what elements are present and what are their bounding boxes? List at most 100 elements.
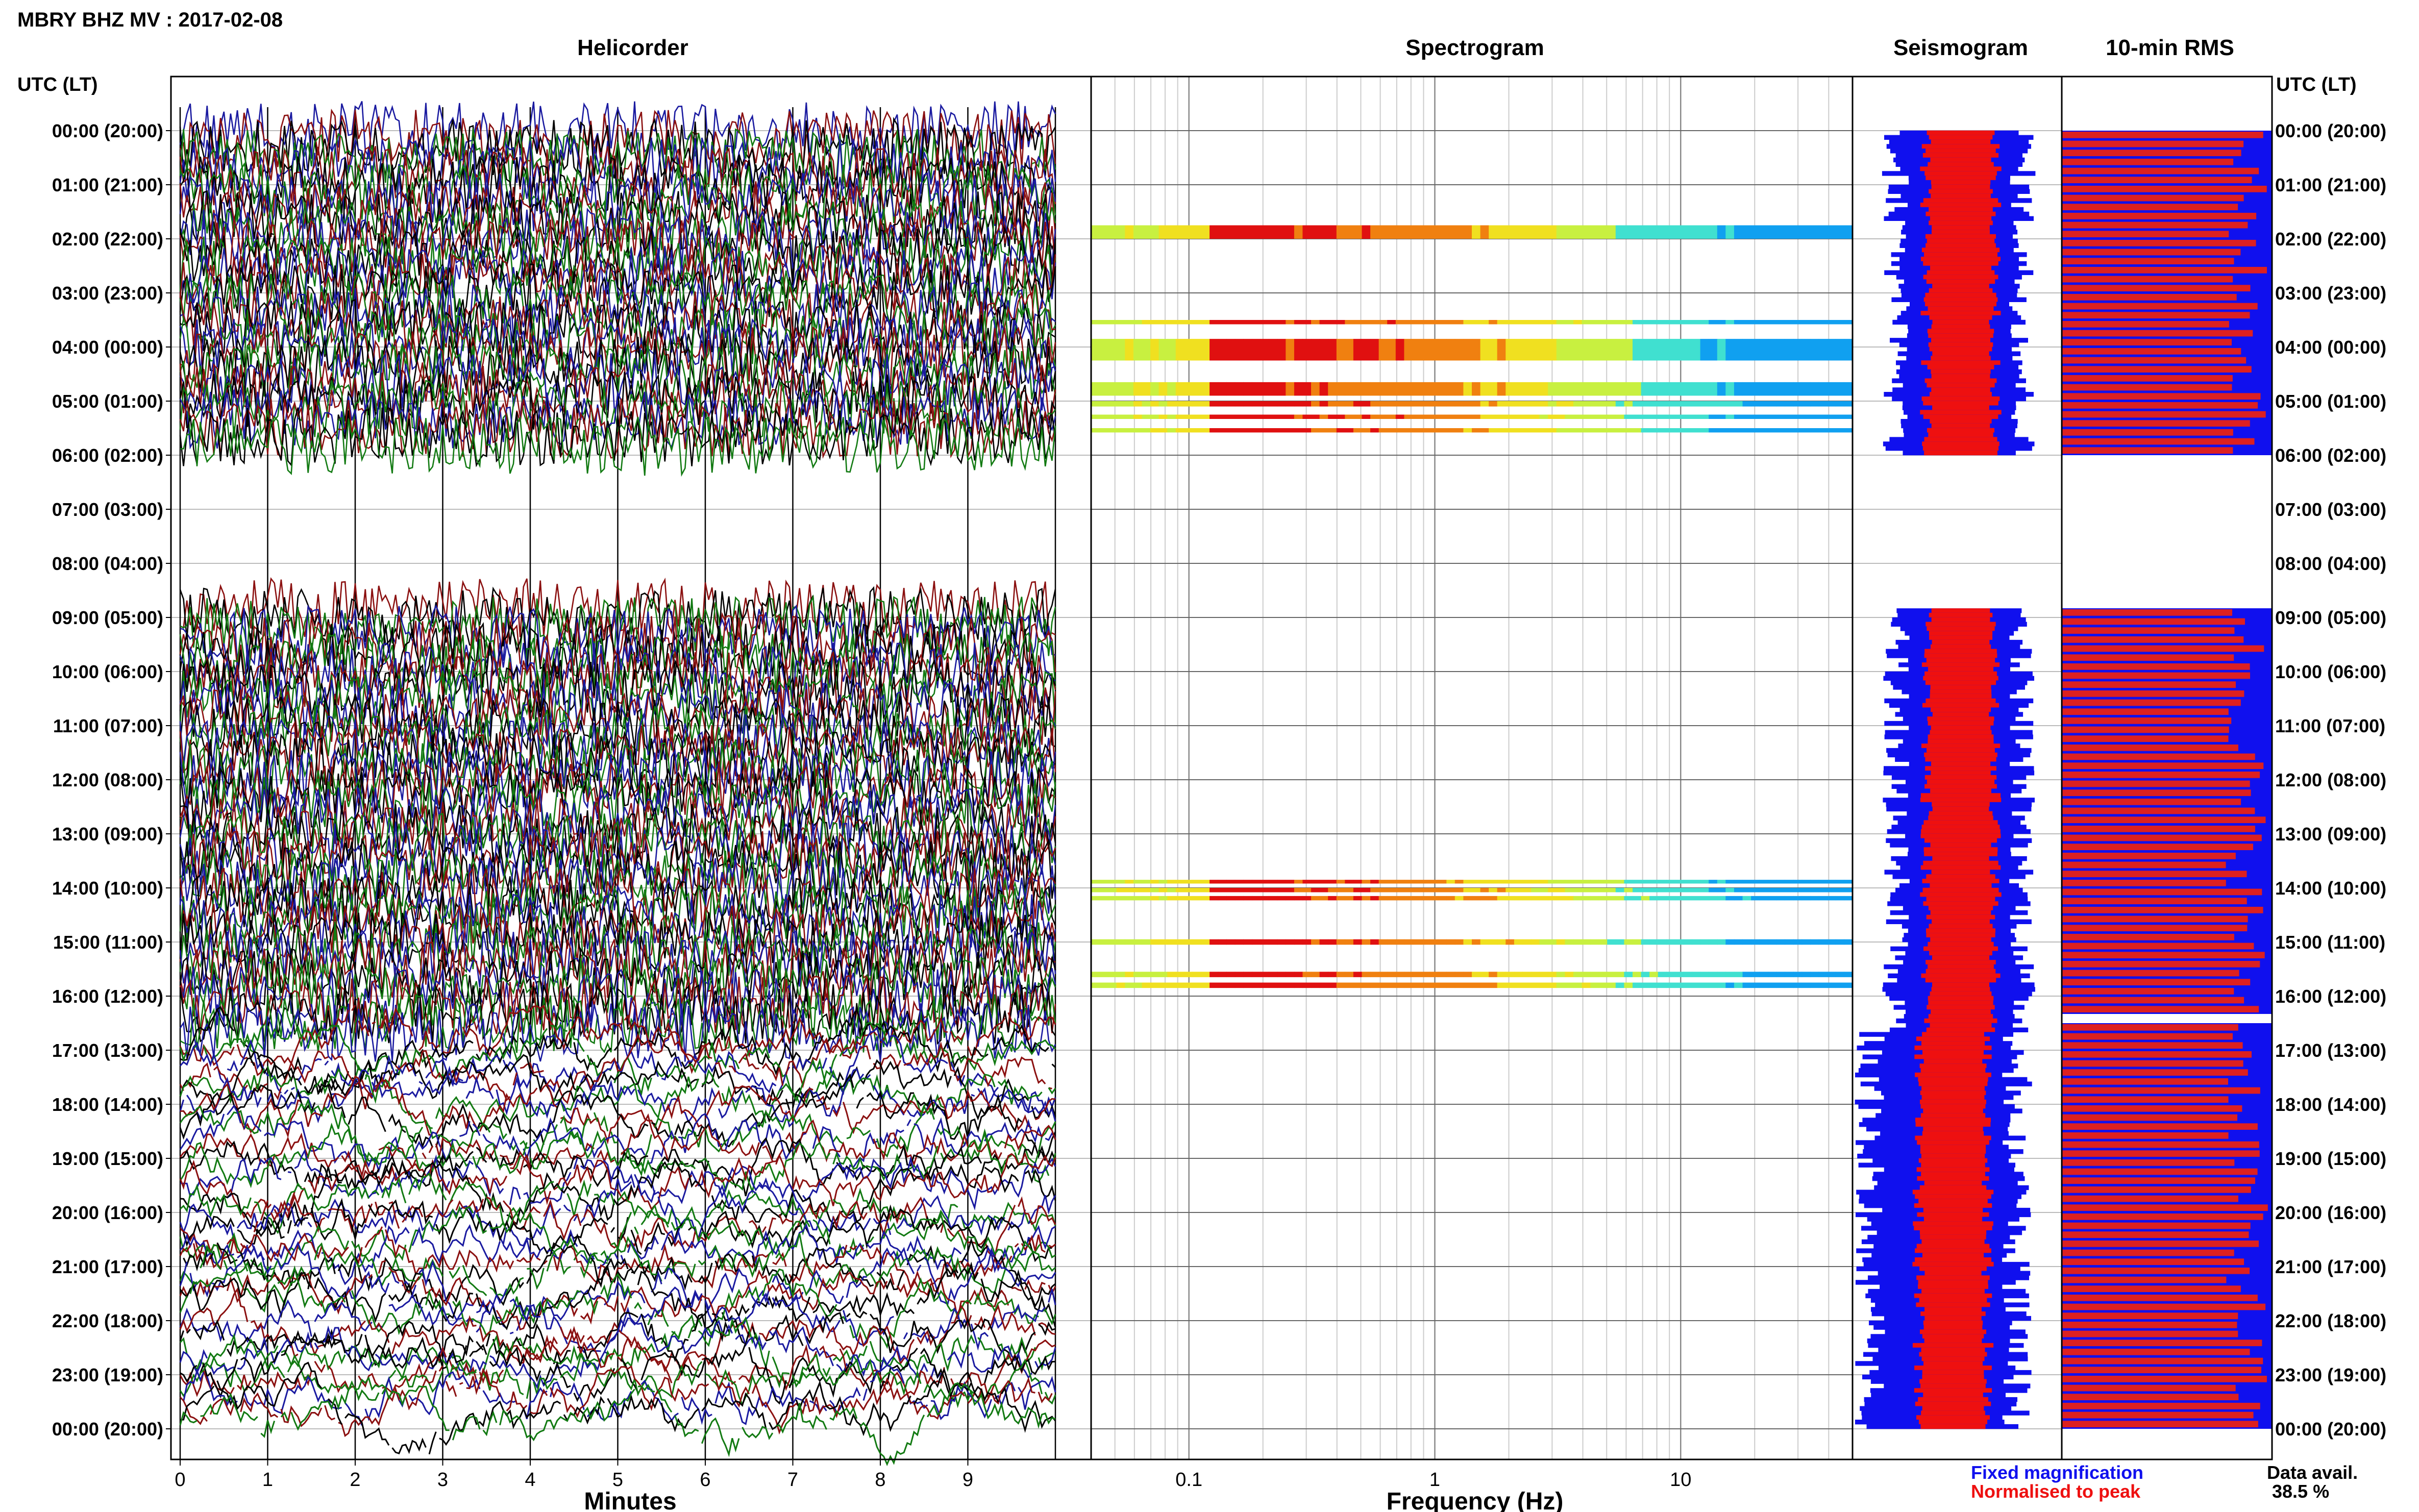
- spectrogram-cell: [1395, 225, 1404, 239]
- spectrogram-cell: [1421, 225, 1430, 239]
- spectrogram-cell: [1717, 939, 1726, 945]
- spectrogram-cell: [1133, 880, 1143, 884]
- spectrogram-cell: [1531, 896, 1540, 901]
- spectrogram-cell: [1674, 880, 1684, 884]
- spectrogram-cell: [1615, 401, 1624, 407]
- spectrogram-cell: [1413, 939, 1422, 945]
- spectrogram-cell: [1328, 982, 1337, 988]
- spectrogram-cell: [1674, 982, 1684, 988]
- spectrogram-cell: [1472, 414, 1481, 419]
- spectrogram-cell: [1759, 320, 1768, 325]
- spectrogram-cell: [1751, 896, 1760, 901]
- spectrogram-cell: [1243, 225, 1252, 239]
- spectrogram-cell: [1556, 225, 1565, 239]
- spectrogram-cell: [1252, 414, 1261, 419]
- spectrogram-cell: [1734, 896, 1743, 901]
- spectrogram-cell: [1489, 972, 1498, 977]
- spectrogram-cell: [1674, 401, 1684, 407]
- spectrogram-cell: [1615, 382, 1624, 396]
- rms-normalised-bar: [2062, 880, 2226, 886]
- spectrogram-cell: [1844, 225, 1853, 239]
- spectrogram-cell: [1260, 896, 1269, 901]
- spectrogram-cell: [1598, 982, 1608, 988]
- spectrogram-cell: [1192, 225, 1202, 239]
- spectrogram-cell: [1844, 339, 1853, 361]
- spectrogram-cell: [1226, 225, 1236, 239]
- rms-normalised-bar: [2062, 1376, 2267, 1382]
- spectrogram-cell: [1192, 320, 1202, 325]
- rms-normalised-bar: [2062, 853, 2236, 859]
- spectrogram-cell: [1539, 225, 1548, 239]
- helicorder-trace: [179, 695, 1056, 757]
- spectrogram-cell: [1768, 414, 1777, 419]
- spectrogram-cell: [1489, 339, 1498, 361]
- spectrogram-cell: [1378, 225, 1388, 239]
- helicorder-trace: [179, 1204, 1056, 1280]
- spectrogram-cell: [1362, 888, 1371, 893]
- spectrogram-cell: [1480, 339, 1489, 361]
- spectrogram-cell: [1277, 382, 1286, 396]
- rms-normalised-bar: [2062, 303, 2258, 310]
- spectrogram-cell: [1480, 414, 1489, 419]
- spectrogram-cell: [1319, 320, 1328, 325]
- spectrogram-cell: [1565, 888, 1574, 893]
- spectrogram-cell: [1827, 982, 1836, 988]
- helicorder-trace: [180, 1148, 1056, 1216]
- time-label-right: 01:00 (21:00): [2275, 175, 2386, 195]
- spectrogram-cell: [1759, 896, 1768, 901]
- spectrogram-cell: [1378, 428, 1388, 433]
- spectrogram-cell: [1666, 225, 1675, 239]
- spectrogram-cell: [1607, 428, 1616, 433]
- time-label-left: 21:00 (17:00): [52, 1256, 163, 1277]
- spectrogram-cell: [1666, 982, 1675, 988]
- spectrogram-cell: [1531, 414, 1540, 419]
- spectrogram-cell: [1607, 888, 1616, 893]
- spectrogram-cell: [1311, 339, 1320, 361]
- spectrogram-cell: [1489, 428, 1498, 433]
- rms-normalised-bar: [2062, 1150, 2260, 1157]
- rms-normalised-bar: [2062, 1132, 2229, 1139]
- rms-normalised-bar: [2062, 150, 2241, 156]
- time-label-right: 07:00 (03:00): [2275, 499, 2386, 520]
- time-label-left: 15:00 (11:00): [53, 932, 163, 953]
- time-label-left: 17:00 (13:00): [52, 1040, 163, 1061]
- time-label-right: 18:00 (14:00): [2275, 1094, 2386, 1115]
- spectrogram-cell: [1345, 428, 1354, 433]
- spectrogram-cell: [1522, 880, 1532, 884]
- spectrogram-cell: [1497, 225, 1506, 239]
- helicorder-trace: [179, 225, 1056, 288]
- spectrogram-cell: [1243, 428, 1252, 433]
- spectrogram-cell: [1201, 225, 1210, 239]
- helicorder-trace: [179, 758, 1056, 821]
- rms-normalised-bar: [2062, 186, 2267, 192]
- spectrogram-cell: [1548, 320, 1557, 325]
- spectrogram-cell: [1336, 888, 1345, 893]
- spectrogram-cell: [1633, 401, 1642, 407]
- spectrogram-cell: [1226, 339, 1236, 361]
- spectrogram-cell: [1210, 888, 1219, 893]
- spectrogram-cell: [1768, 982, 1777, 988]
- spectrogram-cell: [1294, 972, 1303, 977]
- spectrogram-cell: [1624, 880, 1633, 884]
- spectrogram-cell: [1717, 382, 1726, 396]
- spectrogram-cell: [1742, 888, 1751, 893]
- legend-fixed: Fixed magnification: [1971, 1462, 2143, 1483]
- rms-normalised-bar: [2062, 429, 2233, 436]
- spectrogram-cell: [1091, 382, 1100, 396]
- spectrogram-cell: [1167, 382, 1176, 396]
- rms-normalised-bar: [2062, 681, 2236, 688]
- spectrogram-cell: [1582, 225, 1591, 239]
- spectrogram-cell: [1590, 896, 1599, 901]
- spectrogram-cell: [1683, 382, 1692, 396]
- spectrogram-cell: [1091, 896, 1100, 901]
- spectrogram-cell: [1666, 896, 1675, 901]
- spectrogram-cell: [1734, 972, 1743, 977]
- spectrogram-cell: [1099, 401, 1108, 407]
- spectrogram-cell: [1768, 382, 1777, 396]
- spectrogram-cell: [1768, 896, 1777, 901]
- rms-normalised-bar: [2062, 1349, 2250, 1355]
- legend-normalised: Normalised to peak: [1971, 1481, 2141, 1502]
- spectrogram-cell: [1793, 880, 1803, 884]
- spectrogram-cell: [1099, 414, 1108, 419]
- spectrogram-cell: [1311, 320, 1320, 325]
